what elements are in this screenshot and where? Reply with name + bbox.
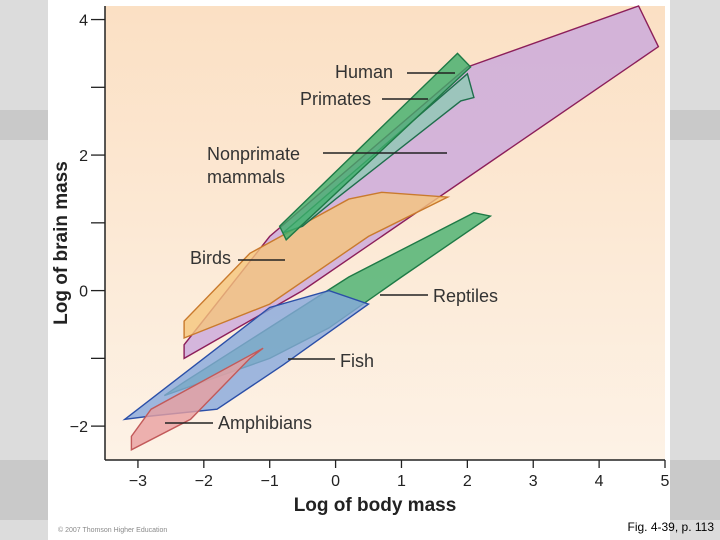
annotation-nonprimate-mammals: Nonprimate [207,144,300,164]
annotation-human: Human [335,62,393,82]
copyright-notice: © 2007 Thomson Higher Education [58,527,168,534]
x-tick-label: 2 [463,473,472,490]
annotation-fish: Fish [340,351,374,371]
annotation-reptiles: Reptiles [433,286,498,306]
axes-layer: −3 −2 −1 0 1 2 3 4 5 −2 0 2 4 [70,6,670,490]
series-amphibians [130,347,264,451]
x-tick-label: −2 [195,473,213,490]
x-tick-label: −3 [129,473,147,490]
x-tick-label: 5 [661,473,670,490]
y-tick-label: 2 [79,148,88,165]
y-tick-label: 4 [79,13,88,30]
figure-caption: Fig. 4-39, p. 113 [627,520,715,534]
x-tick-label: 1 [397,473,406,490]
annotation-birds: Birds [190,248,231,268]
series-human [278,52,472,241]
x-tick-label: −1 [261,473,279,490]
y-tick-label: −2 [70,419,88,436]
annotations-layer: Human Primates Nonprimate mammals Birds Repti… [165,62,498,433]
series-birds [183,191,451,340]
y-axis-label: Log of brain mass [51,161,72,325]
annotation-nonprimate-mammals: mammals [207,167,285,187]
series-layer [122,5,660,451]
x-tick-label: 0 [331,473,340,490]
x-tick-label: 3 [529,473,538,490]
y-tick-label: 0 [79,284,88,301]
x-tick-label: 4 [595,473,604,490]
annotation-amphibians: Amphibians [218,413,312,433]
annotation-primates: Primates [300,89,371,109]
x-axis-label: Log of body mass [294,495,457,516]
